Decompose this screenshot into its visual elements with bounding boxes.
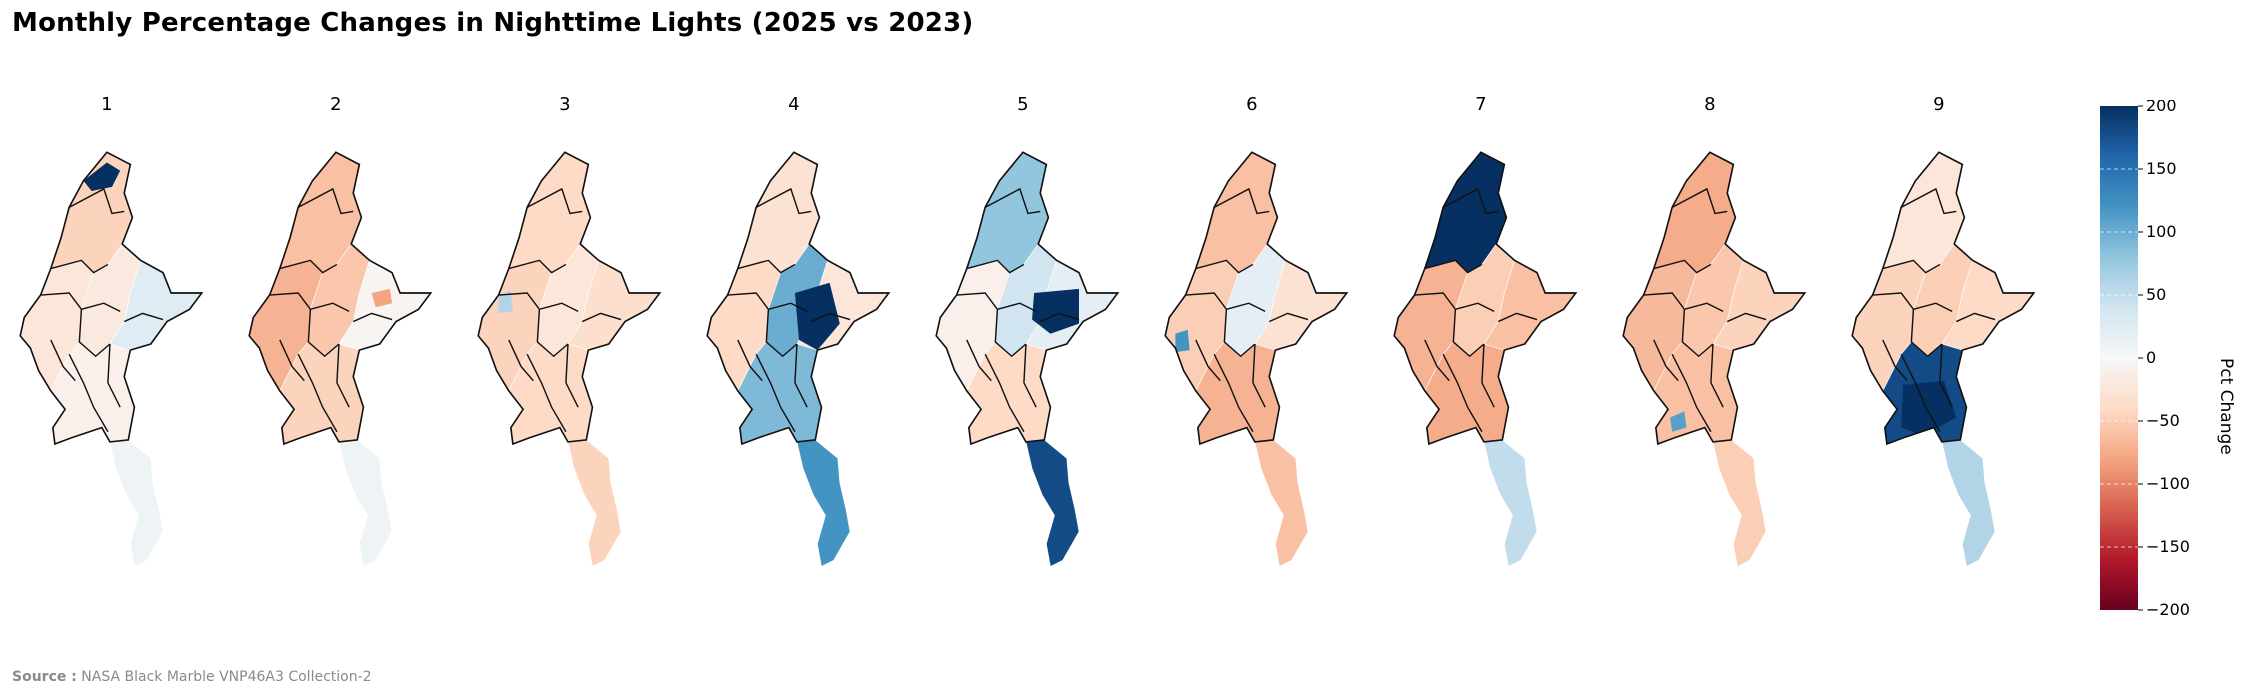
map-panel-4 (706, 151, 891, 567)
region-far-south (1254, 439, 1309, 567)
panel-label: 1 (101, 94, 112, 115)
region-far-south (109, 439, 164, 567)
region-far-south (338, 439, 393, 567)
country-outline (1393, 151, 1578, 446)
source-label: Source : (12, 669, 77, 685)
state-boundaries (727, 187, 851, 433)
panel-label: 6 (1246, 94, 1257, 115)
state-boundaries (1185, 187, 1309, 433)
panel-label: 8 (1704, 94, 1715, 115)
colorbar: 200 150 100 50 0 −50 −100 −150 −200 (2096, 100, 2216, 620)
panel-label: 3 (559, 94, 570, 115)
region-accent (83, 162, 121, 191)
colorbar-tick-label: 50 (2146, 285, 2166, 304)
region-accent (1901, 380, 1957, 436)
region-far-south (567, 439, 622, 567)
panel-label: 5 (1017, 94, 1028, 115)
region-far-south (796, 439, 851, 567)
country-outline (1164, 151, 1349, 446)
source-note: Source : NASA Black Marble VNP46A3 Colle… (12, 669, 372, 685)
panel-label: 7 (1475, 94, 1486, 115)
colorbar-label: Pct Change (2216, 358, 2236, 455)
colorbar-gradient (2100, 106, 2138, 610)
colorbar-tick-label: 150 (2146, 159, 2177, 178)
map-panel-6 (1164, 151, 1349, 567)
map-panel-1 (19, 151, 204, 567)
colorbar-svg: 200 150 100 50 0 −50 −100 −150 −200 (2100, 100, 2190, 619)
state-boundaries (956, 187, 1080, 433)
country-outline (248, 151, 433, 446)
state-boundaries (269, 187, 393, 433)
map-panel-3 (477, 151, 662, 567)
country-outline (1622, 151, 1807, 446)
region-accent (794, 282, 840, 351)
colorbar-tick-label: −150 (2146, 537, 2190, 556)
panel-label: 9 (1933, 94, 1944, 115)
country-outline (1851, 151, 2036, 446)
country-outline (19, 151, 204, 446)
state-boundaries (1872, 187, 1996, 433)
region-accent (371, 288, 392, 308)
region-far-south (1483, 439, 1538, 567)
panel-label: 2 (330, 94, 341, 115)
map-panel-8 (1622, 151, 1807, 567)
region-accent (498, 290, 513, 314)
colorbar-tick-label: 200 (2146, 100, 2177, 115)
state-boundaries (1414, 187, 1538, 433)
source-text: NASA Black Marble VNP46A3 Collection-2 (81, 669, 372, 685)
panel-label: 4 (788, 94, 799, 115)
chart-title: Monthly Percentage Changes in Nighttime … (12, 8, 974, 38)
region-accent (1175, 329, 1190, 353)
colorbar-tick-label: 0 (2146, 348, 2156, 367)
state-boundaries (498, 187, 622, 433)
region-far-south (1712, 439, 1767, 567)
state-boundaries (40, 187, 164, 433)
map-panel-2 (248, 151, 433, 567)
colorbar-tick-label: 100 (2146, 222, 2177, 241)
state-boundaries (1643, 187, 1767, 433)
region-far-south (1941, 439, 1996, 567)
region-accent (1670, 411, 1687, 432)
region-far-south (1025, 439, 1080, 567)
colorbar-tick-label: −100 (2146, 474, 2190, 493)
map-panel-7 (1393, 151, 1578, 567)
region-accent (1032, 288, 1079, 334)
colorbar-tick-label: −50 (2146, 411, 2180, 430)
map-panels: 1 2 3 4 5 6 7 8 9 (19, 94, 2036, 567)
country-outline (935, 151, 1120, 446)
map-panel-9 (1851, 151, 2036, 567)
country-outline (706, 151, 891, 446)
colorbar-tick-label: −200 (2146, 600, 2190, 619)
country-outline (477, 151, 662, 446)
map-panel-5 (935, 151, 1120, 567)
